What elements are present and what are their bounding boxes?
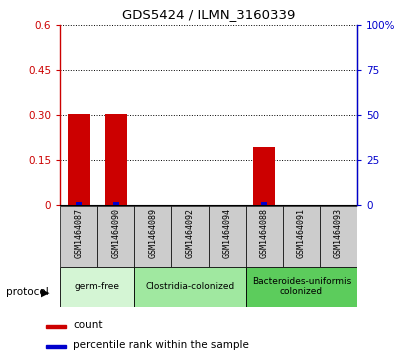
Text: GSM1464091: GSM1464091 (297, 208, 306, 258)
Title: GDS5424 / ILMN_3160339: GDS5424 / ILMN_3160339 (122, 8, 295, 21)
Bar (171, 206, 209, 267)
Bar (253, 147, 275, 205)
Bar (76, 201, 81, 205)
Bar (320, 206, 357, 267)
Text: GSM1464093: GSM1464093 (334, 208, 343, 258)
Text: count: count (73, 320, 103, 330)
Text: GSM1464088: GSM1464088 (260, 208, 269, 258)
Bar (134, 206, 171, 267)
Bar (246, 267, 357, 307)
Bar (113, 201, 119, 205)
Bar (46, 325, 66, 328)
Bar (68, 114, 90, 205)
Text: protocol: protocol (6, 287, 49, 297)
Text: ▶: ▶ (41, 288, 49, 298)
Text: GSM1464090: GSM1464090 (111, 208, 120, 258)
Bar (60, 206, 97, 267)
Text: GSM1464094: GSM1464094 (222, 208, 232, 258)
Bar (60, 267, 134, 307)
Bar (97, 206, 134, 267)
Text: Bacteroides-uniformis
colonized: Bacteroides-uniformis colonized (251, 277, 351, 297)
Bar (105, 114, 127, 205)
Bar (134, 267, 246, 307)
Text: GSM1464092: GSM1464092 (186, 208, 195, 258)
Text: GSM1464087: GSM1464087 (74, 208, 83, 258)
Text: percentile rank within the sample: percentile rank within the sample (73, 340, 249, 350)
Bar (283, 206, 320, 267)
Bar (246, 206, 283, 267)
Bar (261, 201, 267, 205)
Text: Clostridia-colonized: Clostridia-colonized (145, 282, 234, 291)
Text: GSM1464089: GSM1464089 (149, 208, 157, 258)
Bar (46, 344, 66, 348)
Text: germ-free: germ-free (75, 282, 120, 291)
Bar (209, 206, 246, 267)
